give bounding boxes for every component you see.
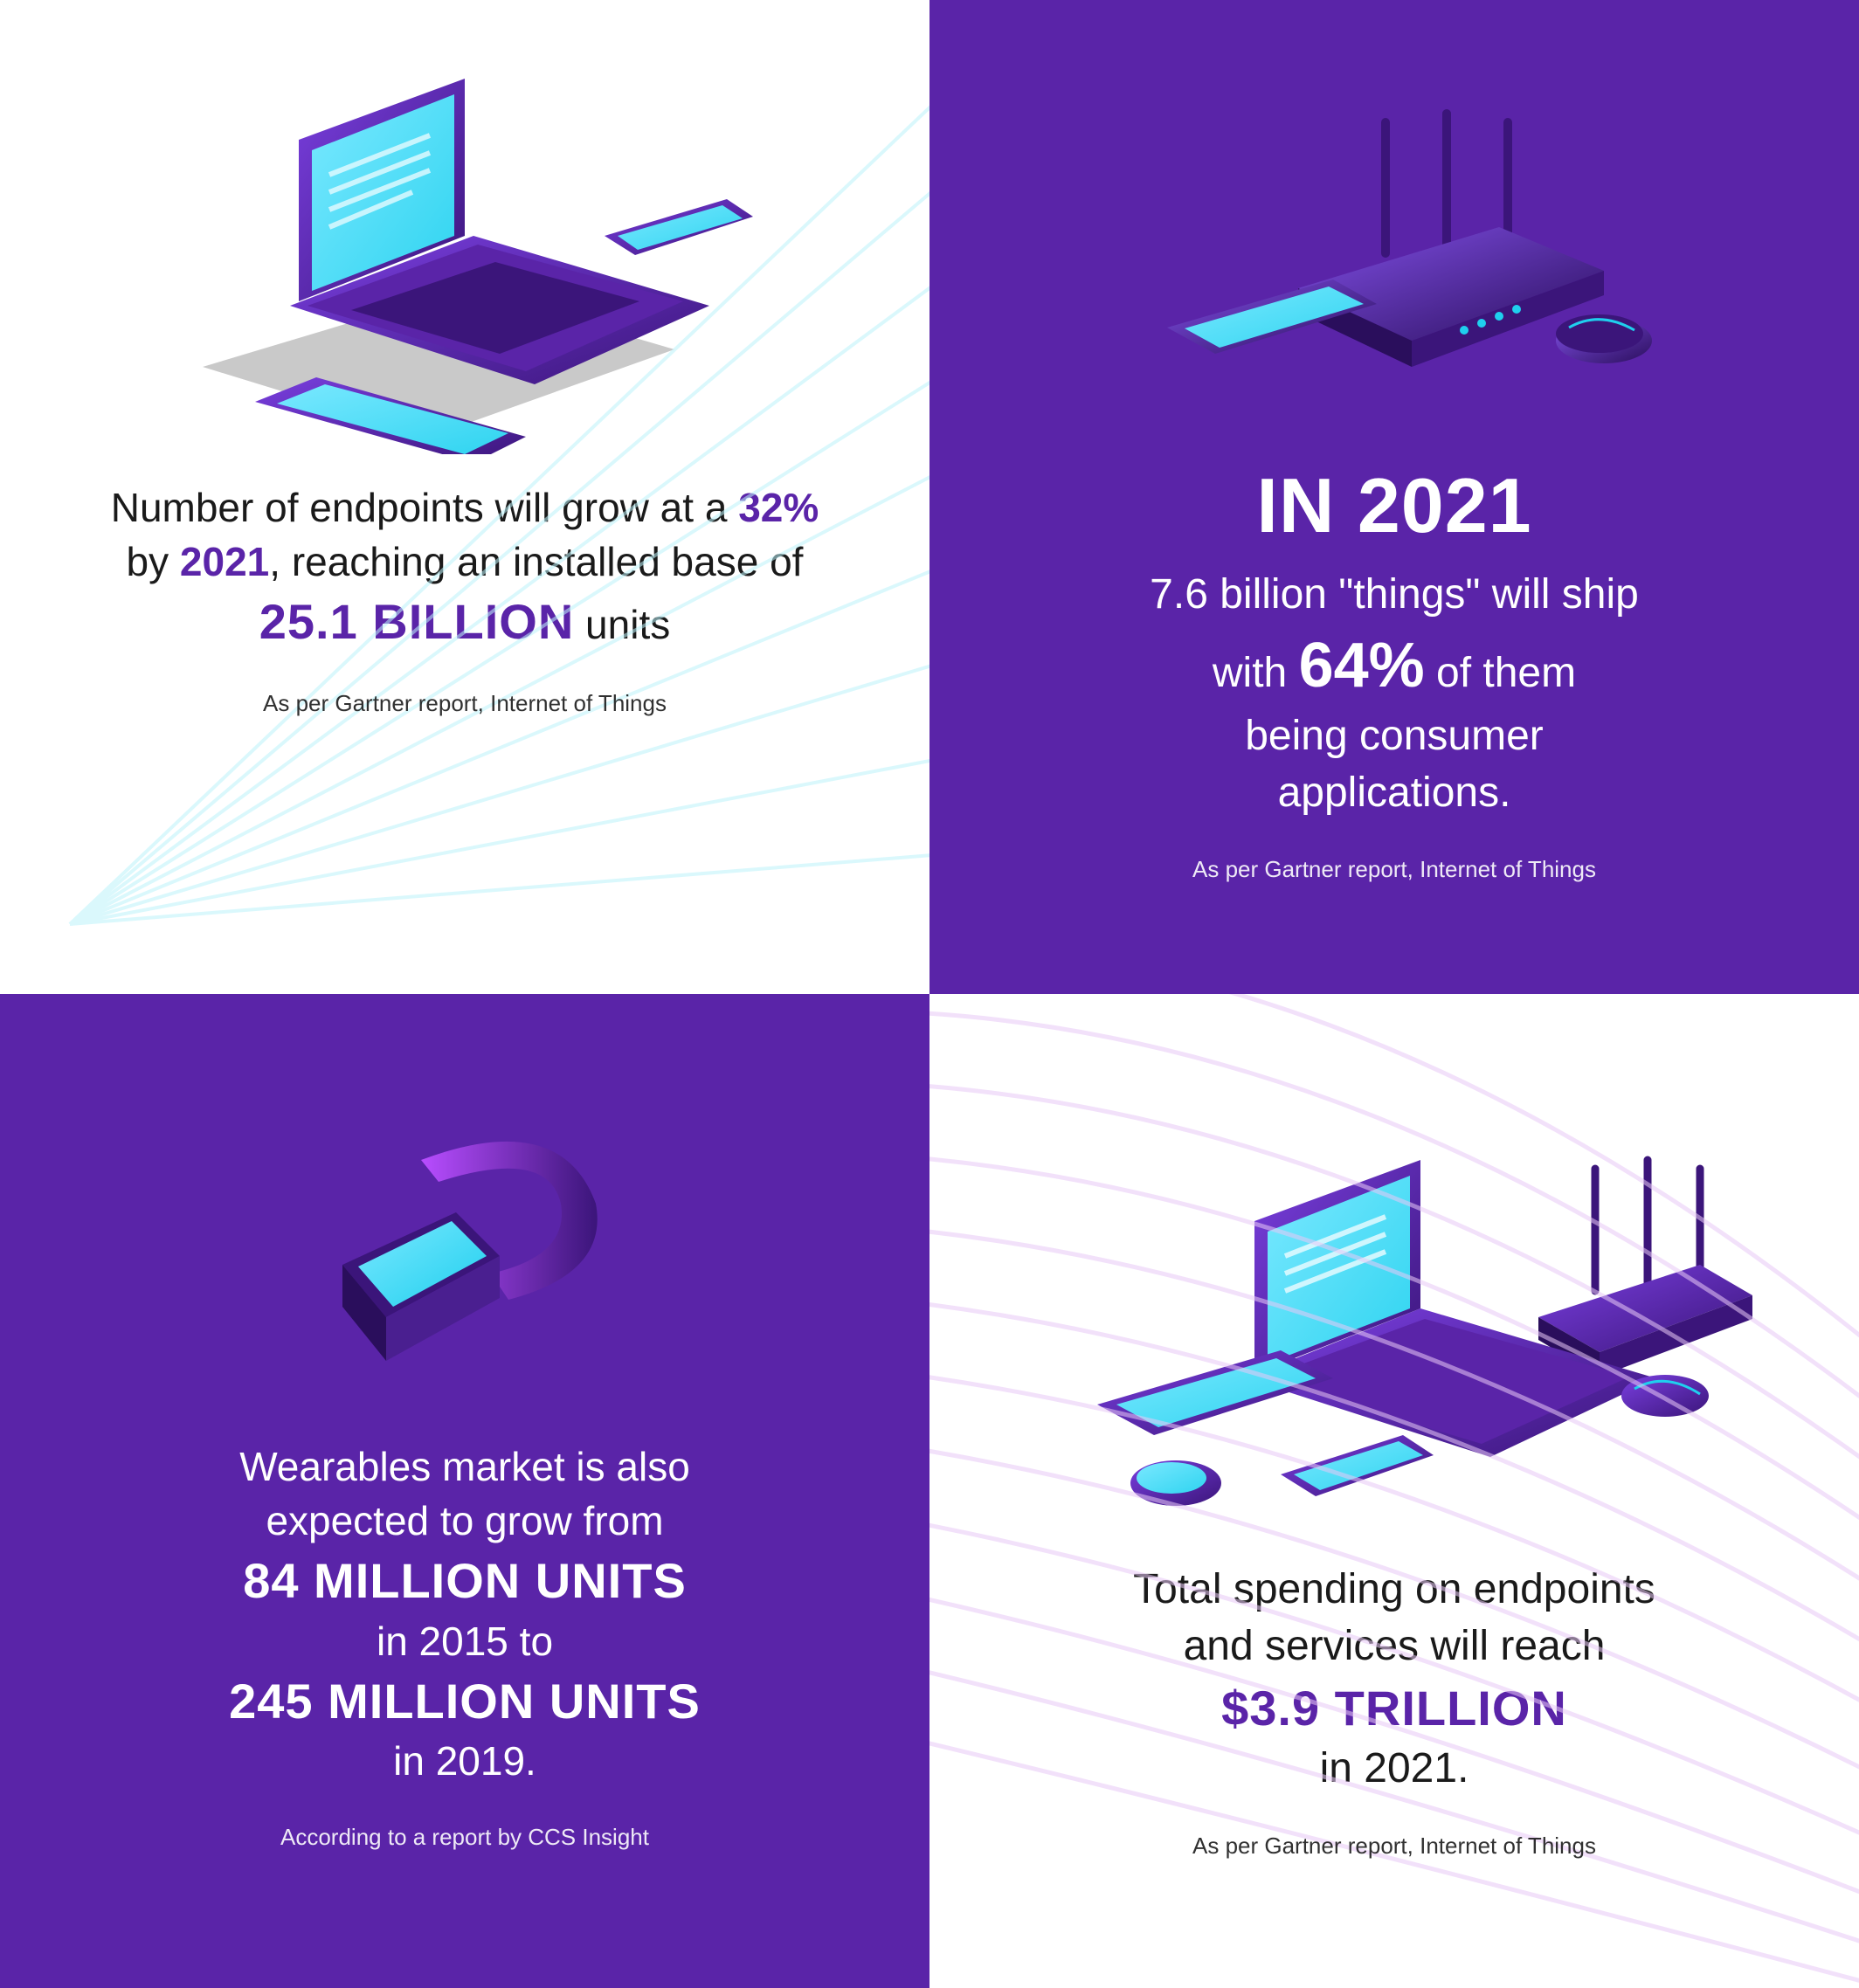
- stat-text: Number of endpoints will grow at a 32% b…: [52, 480, 877, 655]
- stat-pct: 64%: [1299, 631, 1425, 701]
- source-text: As per Gartner report, Internet of Thing…: [52, 690, 877, 717]
- stat-year2: in 2019.: [87, 1734, 842, 1788]
- stat-year: in 2021.: [1017, 1741, 1772, 1798]
- stat-big-value: 25.1 BILLION: [259, 594, 575, 649]
- stat-mid1: by: [127, 539, 180, 584]
- stat-text: Total spending on endpoints and services…: [982, 1562, 1807, 1798]
- stat-post: units: [574, 602, 670, 647]
- stat-year: 2021: [180, 539, 269, 584]
- stat-line1: Total spending on endpoints: [1017, 1562, 1772, 1619]
- stat-val2: 245 MILLION UNITS: [87, 1668, 842, 1735]
- stat-year-line: IN 2021: [1017, 454, 1772, 558]
- smartwatch-icon: [52, 1099, 877, 1396]
- stat-text: IN 2021 7.6 billion "things" will ship w…: [982, 454, 1807, 821]
- stat-line4: being consumer: [1017, 708, 1772, 765]
- stat-text: Wearables market is also expected to gro…: [52, 1439, 877, 1789]
- source-text: As per Gartner report, Internet of Thing…: [982, 1833, 1807, 1860]
- stat-year1: in 2015 to: [87, 1614, 842, 1668]
- stat-val1: 84 MILLION UNITS: [87, 1548, 842, 1614]
- stat-value: $3.9 TRILLION: [1017, 1675, 1772, 1742]
- stat-mid2: , reaching an installed base of: [269, 539, 803, 584]
- laptop-tablet-phone-icon: [52, 52, 877, 454]
- stat-line2: 7.6 billion "things" will ship: [1017, 567, 1772, 624]
- panel-endpoints-growth: Number of endpoints will grow at a 32% b…: [0, 0, 930, 994]
- panel-wearables: Wearables market is also expected to gro…: [0, 994, 930, 1988]
- panel-total-spending: Total spending on endpoints and services…: [930, 994, 1859, 1988]
- all-devices-icon: [982, 1116, 1807, 1518]
- stat-line1: Wearables market is also: [87, 1439, 842, 1494]
- stat-pct: 32%: [738, 485, 819, 530]
- stat-pre: Number of endpoints will grow at a: [111, 485, 738, 530]
- source-text: According to a report by CCS Insight: [52, 1824, 877, 1851]
- source-text: As per Gartner report, Internet of Thing…: [982, 856, 1807, 883]
- stat-line3a: with: [1213, 650, 1299, 696]
- router-tablet-mouse-icon: [982, 87, 1807, 402]
- stat-line2: expected to grow from: [87, 1494, 842, 1548]
- stat-line5: applications.: [1017, 765, 1772, 822]
- stat-line2: and services will reach: [1017, 1619, 1772, 1675]
- stat-line3b: of them: [1425, 650, 1576, 696]
- panel-things-ship: IN 2021 7.6 billion "things" will ship w…: [930, 0, 1859, 994]
